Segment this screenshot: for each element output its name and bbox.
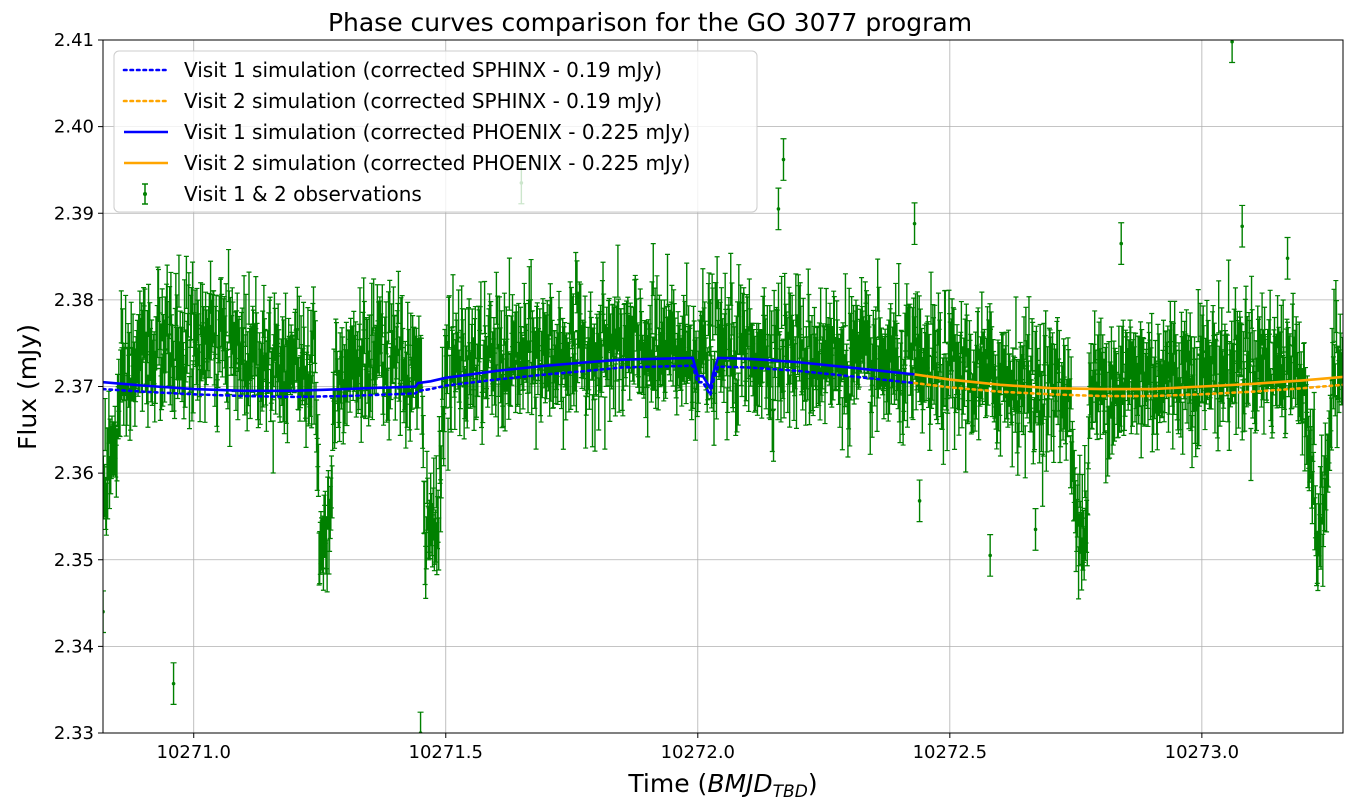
- observation-outlier-point: [1119, 241, 1124, 246]
- legend-box: [113, 50, 758, 213]
- plot-area: [103, 40, 1343, 733]
- y-tick-label: 2.38: [54, 290, 94, 311]
- y-tick-label: 2.39: [54, 203, 94, 224]
- legend-entry-label: Visit 1 simulation (corrected PHOENIX - …: [184, 120, 690, 144]
- x-axis-title-italic: BMJD: [707, 769, 772, 798]
- simulation-curves: [103, 356, 1343, 399]
- observation-outlier-point: [171, 681, 176, 686]
- y-tick-label: 2.34: [54, 636, 94, 657]
- legend-entry-label: Visit 1 simulation (corrected SPHINX - 0…: [184, 58, 662, 82]
- simulation-line-3: [914, 373, 1343, 391]
- y-axis-title: Flux (mJy): [13, 324, 42, 450]
- simulation-line-0: [103, 364, 916, 399]
- x-tick-label: 10273.0: [1165, 742, 1239, 763]
- x-tick-label: 10271.0: [157, 742, 231, 763]
- axis-ticks: 10271.0 10271.5 10272.0 10272.5 10273.0 2.33 2…: [54, 30, 1239, 763]
- observation-outlier-point: [912, 221, 917, 226]
- x-axis-title-main: Time (: [627, 769, 707, 798]
- legend: Visit 1 simulation (corrected SPHINX - 0…: [113, 50, 758, 213]
- legend-errorbar-point: [143, 192, 147, 196]
- x-axis-title-subscript: TBD: [773, 782, 808, 802]
- y-tick-label: 2.35: [54, 550, 94, 571]
- x-tick-label: 10271.5: [409, 742, 483, 763]
- observation-outlier-point: [917, 499, 922, 503]
- chart-title: Phase curves comparison for the GO 3077 …: [328, 8, 972, 37]
- y-tick-label: 2.37: [54, 377, 94, 398]
- x-tick-label: 10272.0: [661, 742, 735, 763]
- observation-outlier-point: [1240, 224, 1244, 229]
- observation-outlier-point: [781, 157, 786, 162]
- y-tick-label: 2.36: [54, 463, 94, 484]
- legend-entry-label: Visit 2 simulation (corrected PHOENIX - …: [184, 151, 690, 175]
- observation-outlier-point: [1285, 256, 1290, 261]
- observation-outlier-point: [776, 207, 781, 211]
- legend-entry-label: Visit 1 & 2 observations: [184, 182, 422, 206]
- y-tick-label: 2.33: [54, 723, 94, 744]
- observation-outlier-point: [1230, 40, 1234, 44]
- x-tick-label: 10272.5: [913, 742, 987, 763]
- legend-entry-label: Visit 2 simulation (corrected SPHINX - 0…: [184, 89, 662, 113]
- x-axis-title-close: ): [808, 769, 818, 798]
- observation-outlier-point: [988, 553, 992, 558]
- x-axis-title: Time (BMJDTBD): [627, 769, 817, 802]
- y-tick-label: 2.40: [54, 117, 94, 138]
- y-tick-label: 2.41: [54, 30, 94, 51]
- simulation-line-2: [103, 356, 915, 393]
- observation-outlier-point: [1033, 527, 1038, 532]
- simulation-line-1: [913, 381, 1343, 398]
